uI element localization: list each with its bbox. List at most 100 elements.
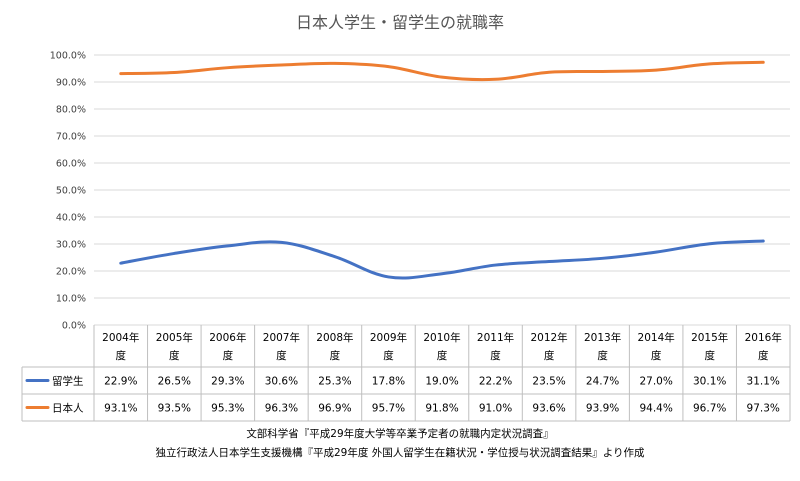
series-point [387,65,390,68]
data-table-value: 19.0% [425,376,458,388]
series-point [119,72,122,75]
x-category-label: 2014年 [638,331,675,344]
data-table-value: 97.3% [747,403,780,415]
y-tick-label: 80.0% [56,105,86,116]
data-table-value: 96.9% [318,403,351,415]
data-table-value: 17.8% [372,376,405,388]
x-category-label: 度 [490,349,501,362]
series-point [333,255,337,258]
series-point [173,71,176,74]
x-category-label: 度 [223,349,234,362]
series-point [226,244,230,248]
series-point [440,75,444,79]
data-table-value: 31.1% [747,376,780,388]
x-category-label: 2008年 [316,331,353,344]
series-lines [119,60,765,280]
data-table-value: 27.0% [639,376,672,388]
x-category-label: 2012年 [530,331,567,344]
x-category-label: 度 [651,349,662,362]
x-category-label: 2005年 [156,331,193,344]
x-category-label: 度 [169,349,180,362]
data-table-value: 30.6% [265,376,298,388]
series-point [173,252,176,255]
y-tick-label: 20.0% [56,267,86,278]
x-category-label: 2016年 [745,331,782,344]
x-category-label: 2011年 [477,331,514,344]
source-note-2: 独立行政法人日本学生支援機構『平成29年度 外国人留学生在籍状況・学位授与状況調… [156,446,645,459]
x-category-label: 2007年 [263,331,300,344]
y-tick-label: 0.0% [62,321,86,332]
data-table-value: 22.9% [104,376,137,388]
data-table-value: 91.8% [425,403,458,415]
x-category-label: 2015年 [691,331,728,344]
series-point [440,272,444,275]
series-point [762,239,765,243]
data-table-value: 29.3% [211,376,244,388]
data-table-value: 22.2% [479,376,512,388]
data-table-value: 93.6% [532,403,565,415]
x-category-label: 度 [437,349,448,362]
x-category-label: 2013年 [584,331,621,344]
data-table-value: 96.7% [693,403,726,415]
y-tick-label: 50.0% [56,186,86,197]
y-tick-label: 40.0% [56,213,86,224]
series-point [708,242,711,245]
chart-title: 日本人学生・留学生の就職率 [296,13,504,32]
series-point [547,260,551,263]
x-category-label: 度 [544,349,555,362]
y-axis-ticks: 100.0% 90.0% 80.0% 70.0% 60.0% 50.0% 40.0% 30.0… [50,51,86,332]
series-point [280,241,283,244]
source-note-1: 文部科学省『平成29年度大学等卒業予定者の就職内定状況調査』 [246,427,553,440]
series-point [708,62,711,66]
series-point [333,62,337,65]
series-point [654,68,658,72]
series-line-1 [119,239,765,280]
series-point [547,71,551,74]
data-table-value: 94.4% [639,403,672,415]
y-tick-label: 10.0% [56,294,86,305]
x-category-label: 度 [330,349,341,362]
data-table-value: 95.3% [211,403,244,415]
data-table-value: 24.7% [586,376,619,388]
x-category-label: 度 [704,349,715,362]
data-table-value: 30.1% [693,376,726,388]
x-category-label: 2010年 [423,331,460,344]
series-point [280,63,283,67]
data-table-value: 95.7% [372,403,405,415]
series-point [762,61,765,64]
x-category-label: 2006年 [209,331,246,344]
series-point [654,250,658,254]
series-point [387,275,390,279]
series-point [119,261,122,265]
legend-series-name: 日本人 [52,402,84,415]
series-point [601,70,604,73]
y-tick-label: 90.0% [56,78,86,89]
series-point [601,257,604,260]
y-tick-label: 30.0% [56,240,86,251]
data-table-value: 26.5% [158,376,191,388]
data-table-value: 96.3% [265,403,298,415]
data-table-value: 91.0% [479,403,512,415]
y-tick-label: 70.0% [56,132,86,143]
data-table-value: 93.5% [158,403,191,415]
data-table-value: 93.9% [586,403,619,415]
data-table-value: 93.1% [104,403,137,415]
legend-series-name: 留学生 [52,375,84,388]
x-category-label: 2009年 [370,331,407,344]
series-point [494,263,497,267]
x-category-label: 度 [276,349,287,362]
series-point [226,66,230,69]
x-category-label: 度 [383,349,394,362]
x-category-label: 2004年 [102,331,139,344]
x-category-label: 度 [597,349,608,362]
data-table-value: 25.3% [318,376,351,388]
x-category-label: 度 [116,349,127,362]
data-table-value: 23.5% [532,376,565,388]
series-point [494,78,497,81]
x-category-label: 度 [758,349,769,362]
y-tick-label: 60.0% [56,159,86,170]
gridlines [94,54,790,326]
